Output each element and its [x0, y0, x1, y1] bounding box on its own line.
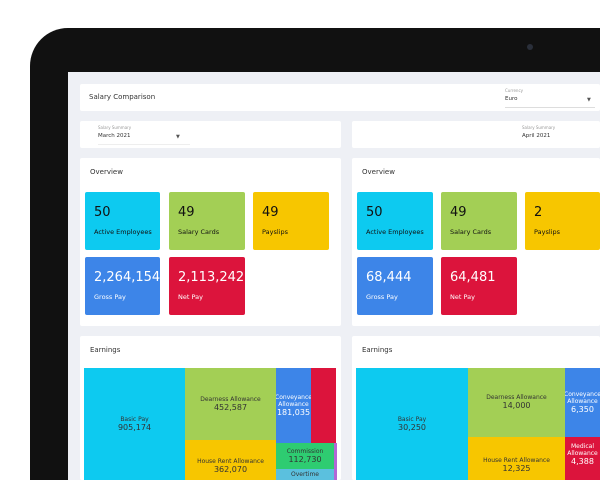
tile-value: 362,070: [213, 465, 248, 475]
tile-value: 452,587: [213, 402, 248, 412]
tile-label: Conveyance Allowance: [276, 393, 311, 408]
left-earnings-panel: Earnings Basic Pay 905,174 Dearness Allow…: [80, 336, 341, 480]
treemap-house-rent-allowance[interactable]: House Rent Allowance 362,070: [185, 440, 276, 480]
net-pay-card[interactable]: 2,113,242 Net Pay: [169, 257, 245, 315]
earnings-title: Earnings: [90, 346, 121, 354]
card-value: 68,444: [366, 270, 412, 285]
treemap-conveyance-allowance[interactable]: Conveyance Allowance 6,350: [565, 368, 600, 437]
treemap-medical-allowance[interactable]: Medical Allowance 4,388: [565, 437, 600, 480]
tile-value: 112,730: [288, 454, 322, 464]
card-label: Gross Pay: [366, 293, 398, 301]
active-employees-card[interactable]: 50 Active Employees: [357, 192, 433, 250]
treemap-basic-pay[interactable]: Basic Pay 30,250: [356, 368, 468, 480]
tile-label: Conveyance Allowance: [565, 390, 600, 405]
earnings-title: Earnings: [362, 346, 393, 354]
summary-label: Salary Summary: [98, 125, 132, 130]
tile-value: 6,350: [571, 404, 594, 414]
active-employees-card[interactable]: 50 Active Employees: [85, 192, 160, 250]
right-overview-panel: Overview 50 Active Employees 49 Salary Car…: [352, 158, 600, 326]
card-value: 49: [178, 205, 195, 220]
treemap-conveyance-allowance[interactable]: Conveyance Allowance 181,035: [276, 368, 311, 443]
left-overview-panel: Overview 50 Active Employees 49 Salary Car…: [80, 158, 341, 326]
card-label: Net Pay: [450, 293, 475, 301]
right-summary-panel: Salary Summary April 2021: [352, 121, 600, 148]
payslips-card[interactable]: 2 Payslips: [525, 192, 600, 250]
treemap-basic-pay[interactable]: Basic Pay 905,174: [84, 368, 185, 480]
net-pay-card[interactable]: 64,481 Net Pay: [441, 257, 517, 315]
card-label: Active Employees: [94, 228, 152, 236]
tile-value: 181,035: [276, 407, 311, 417]
tile-label: House Rent Allowance: [197, 458, 264, 465]
overview-title: Overview: [362, 168, 395, 176]
tile-label: Medical Allowance: [567, 443, 598, 458]
summary-label: Salary Summary: [522, 125, 556, 130]
card-label: Salary Cards: [178, 228, 220, 236]
card-value: 2,264,154: [94, 270, 161, 285]
card-value: 50: [94, 205, 111, 220]
left-month-select[interactable]: Salary Summary March 2021 ▼: [98, 123, 190, 145]
currency-select[interactable]: Currency Euro ▼: [505, 86, 595, 108]
treemap-red-tile[interactable]: [311, 368, 336, 443]
card-label: Salary Cards: [450, 228, 492, 236]
header-bar: Salary Comparison Currency Euro ▼: [80, 84, 600, 111]
currency-value: Euro: [505, 96, 518, 102]
card-label: Gross Pay: [94, 293, 126, 301]
treemap-commission[interactable]: Commission 112,730: [276, 443, 334, 469]
card-label: Payslips: [262, 228, 288, 236]
payslips-card[interactable]: 49 Payslips: [253, 192, 329, 250]
left-summary-panel: Salary Summary March 2021 ▼: [80, 121, 341, 148]
card-label: Active Employees: [366, 228, 424, 236]
overview-title: Overview: [90, 168, 123, 176]
tile-value: 12,325: [502, 464, 531, 474]
card-value: 64,481: [450, 270, 496, 285]
summary-value: March 2021: [98, 133, 131, 139]
tile-label: Dearness Allowance: [486, 394, 547, 402]
treemap-overtime[interactable]: Overtime: [276, 469, 334, 480]
gross-pay-card[interactable]: 68,444 Gross Pay: [357, 257, 433, 315]
summary-value: April 2021: [522, 133, 551, 139]
chevron-down-icon: ▼: [176, 134, 180, 140]
treemap-house-rent-allowance[interactable]: House Rent Allowance 12,325: [468, 437, 565, 480]
card-value: 49: [262, 205, 279, 220]
tile-label: House Rent Allowance: [483, 457, 550, 464]
right-month-select[interactable]: Salary Summary April 2021: [522, 123, 597, 145]
card-value: 2,113,242: [178, 270, 245, 285]
page-title: Salary Comparison: [89, 93, 156, 101]
camera: [527, 44, 533, 50]
treemap-purple-tile[interactable]: [334, 443, 337, 480]
treemap-dearness-allowance[interactable]: Dearness Allowance 452,587: [185, 368, 276, 440]
currency-label: Currency: [505, 88, 524, 93]
tile-label: Basic Pay: [397, 415, 427, 423]
chevron-down-icon: ▼: [587, 97, 591, 103]
tile-value: 14,000: [502, 401, 531, 411]
card-value: 2: [534, 205, 543, 220]
tile-label: Commission: [286, 447, 324, 455]
card-value: 49: [450, 205, 467, 220]
tile-label: Dearness Allowance: [200, 395, 261, 403]
tile-value: 4,388: [571, 457, 594, 467]
tile-value: 905,174: [117, 422, 152, 432]
tile-label: Basic Pay: [120, 415, 149, 423]
salary-cards-card[interactable]: 49 Salary Cards: [441, 192, 517, 250]
tile-value: 30,250: [398, 422, 426, 432]
right-earnings-panel: Earnings Basic Pay 30,250 Dearness Allowa…: [352, 336, 600, 480]
card-label: Payslips: [534, 228, 560, 236]
card-value: 50: [366, 205, 383, 220]
treemap-dearness-allowance[interactable]: Dearness Allowance 14,000: [468, 368, 565, 437]
salary-cards-card[interactable]: 49 Salary Cards: [169, 192, 245, 250]
tile-label: Overtime: [291, 471, 319, 478]
gross-pay-card[interactable]: 2,264,154 Gross Pay: [85, 257, 160, 315]
screen: Salary Comparison Currency Euro ▼ Salary…: [68, 72, 600, 480]
card-label: Net Pay: [178, 293, 203, 301]
